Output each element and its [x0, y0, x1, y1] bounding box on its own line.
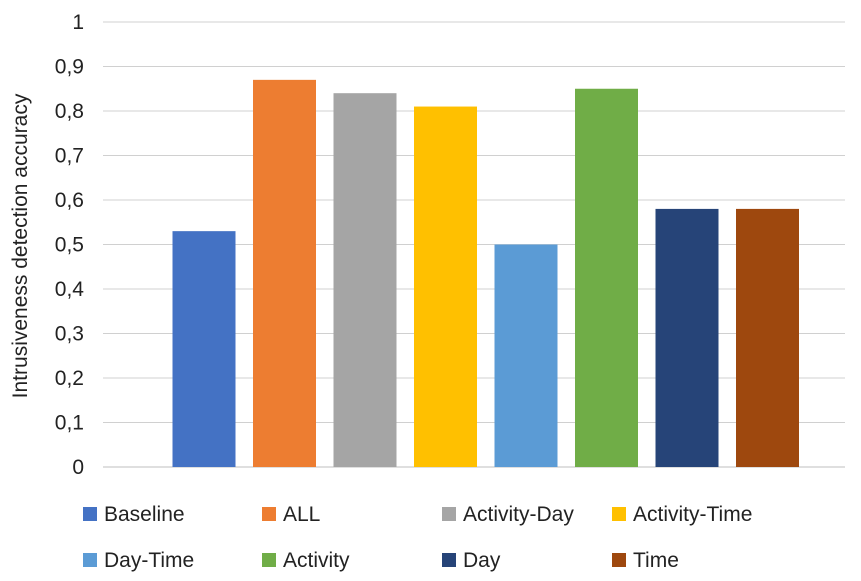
bar-activity-time [414, 106, 477, 468]
y-tick-label: 0,1 [55, 412, 84, 435]
bars [172, 79, 799, 468]
legend-swatch [83, 507, 97, 521]
y-axis-ticks: 0 0,1 0,2 0,3 0,4 0,5 0,6 0,7 0,8 0,9 1 [55, 11, 85, 479]
legend-label: Time [633, 549, 679, 572]
legend-item-all: ALL [262, 503, 320, 526]
y-tick-label: 0,6 [55, 189, 84, 212]
y-tick-label: 0,4 [55, 278, 85, 301]
legend-item-baseline: Baseline [83, 503, 185, 526]
legend-item-day: Day [442, 549, 501, 572]
legend-label: Activity-Time [633, 503, 752, 526]
legend-label: Day-Time [104, 549, 194, 572]
y-tick-label: 1 [72, 11, 84, 34]
legend-label: Activity [283, 549, 350, 572]
y-tick-label: 0,2 [55, 367, 84, 390]
y-tick-label: 0,9 [55, 56, 84, 79]
y-tick-label: 0 [72, 456, 84, 479]
legend-item-activity-time: Activity-Time [612, 503, 752, 526]
bar-activity [575, 88, 638, 467]
y-axis-label: Intrusiveness detection accuracy [9, 93, 32, 398]
legend-item-activity-day: Activity-Day [442, 503, 574, 526]
legend-swatch [612, 507, 626, 521]
legend-swatch [442, 553, 456, 567]
legend-label: Baseline [104, 503, 185, 526]
legend-item-activity: Activity [262, 549, 350, 572]
bar-day-time [494, 244, 558, 467]
y-tick-label: 0,7 [55, 145, 84, 168]
legend-swatch [612, 553, 626, 567]
legend-item-time: Time [612, 549, 679, 572]
y-tick-label: 0,8 [55, 100, 84, 123]
legend-swatch [83, 553, 97, 567]
bar-day [655, 208, 719, 467]
legend-label: ALL [283, 503, 320, 526]
legend: Baseline ALL Activity-Day Activity-Time Day-… [83, 503, 752, 572]
bar-time [736, 208, 799, 467]
legend-label: Day [463, 549, 501, 572]
y-tick-label: 0,3 [55, 323, 84, 346]
legend-item-day-time: Day-Time [83, 549, 194, 572]
legend-label: Activity-Day [463, 503, 574, 526]
legend-swatch [442, 507, 456, 521]
bar-baseline [172, 231, 236, 467]
legend-swatch [262, 553, 276, 567]
y-tick-label: 0,5 [55, 234, 84, 257]
bar-all [253, 79, 316, 467]
bar-activity-day [333, 93, 397, 467]
legend-swatch [262, 507, 276, 521]
